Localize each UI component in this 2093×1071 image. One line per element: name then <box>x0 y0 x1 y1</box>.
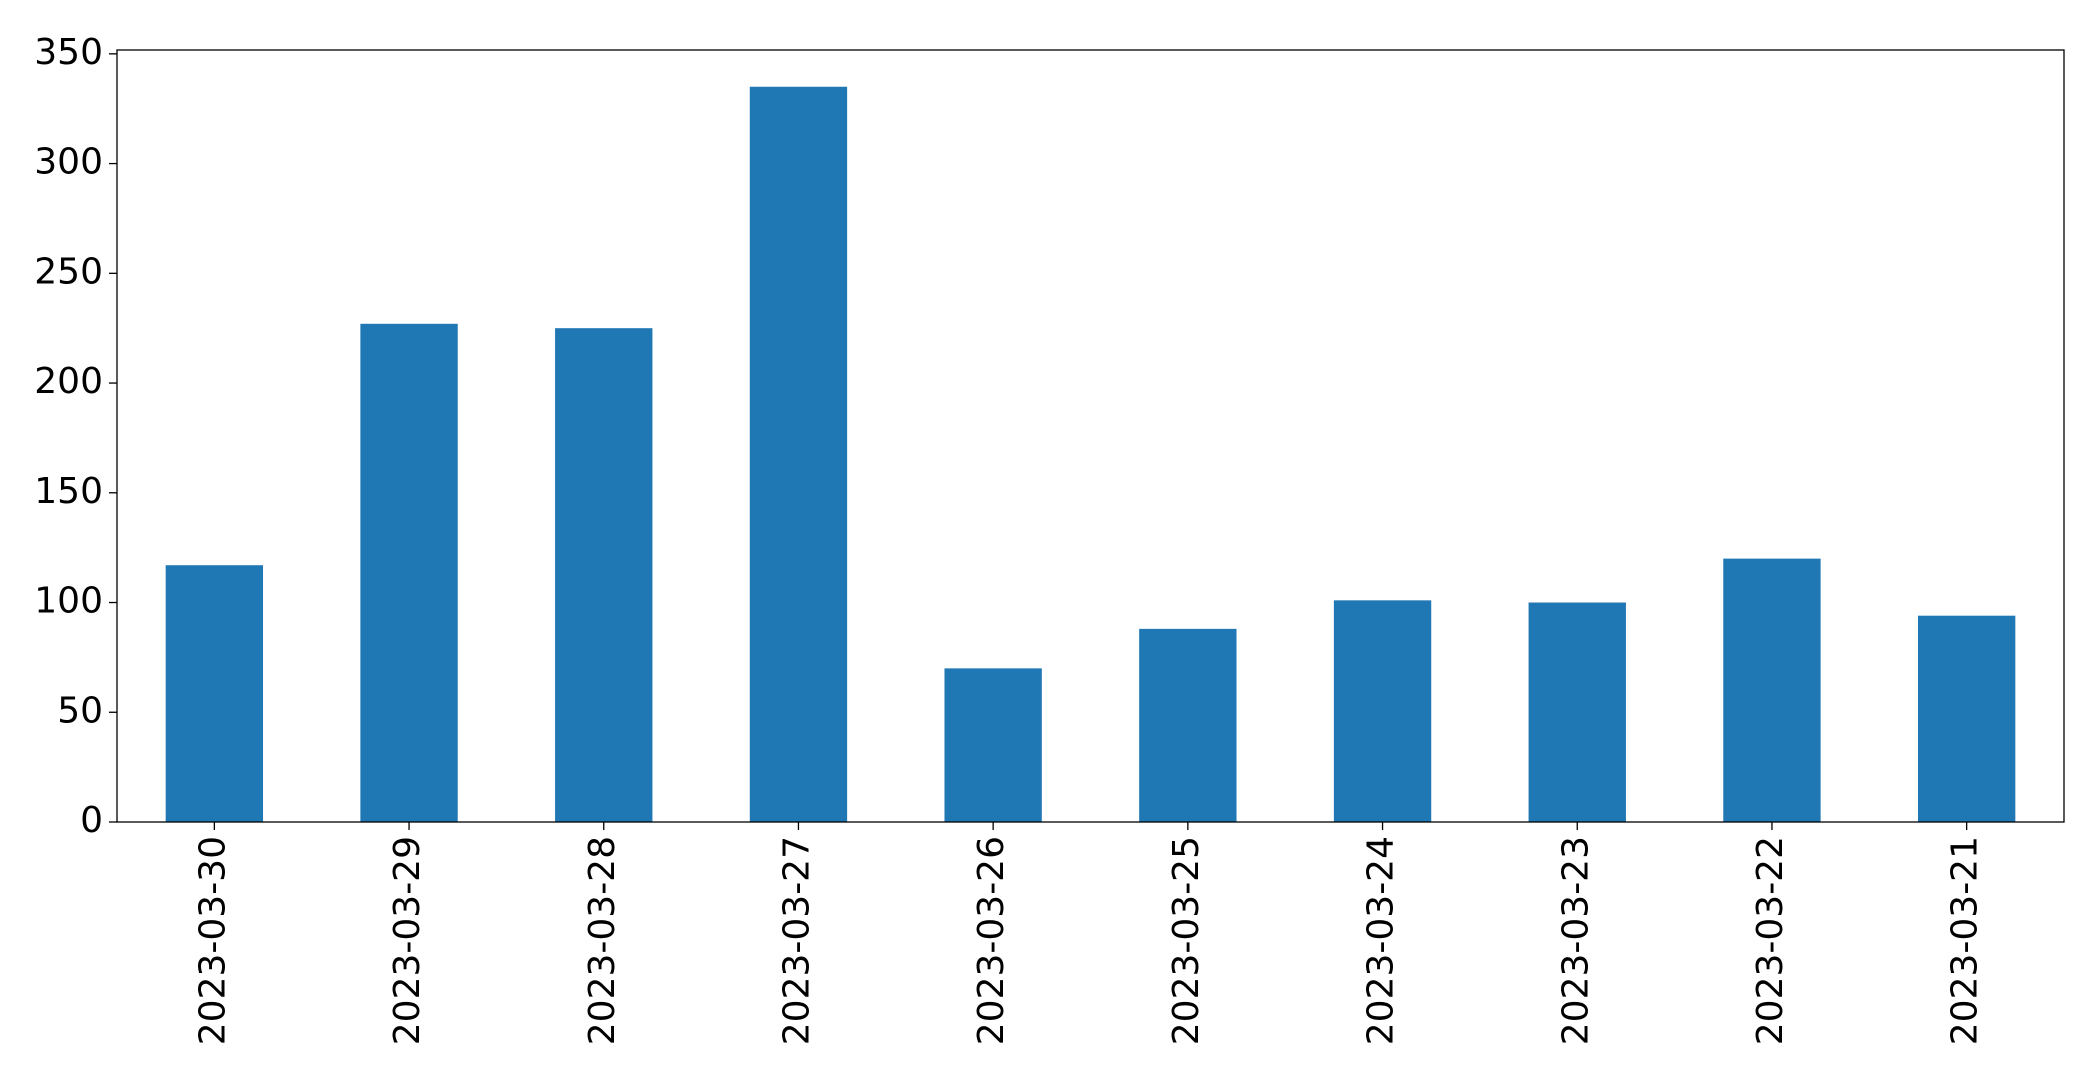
x-tick-label: 2023-03-23 <box>1555 836 1596 1045</box>
y-tick-label: 150 <box>34 471 103 512</box>
y-tick-label: 300 <box>34 142 103 183</box>
bar <box>1333 600 1432 822</box>
bar <box>1723 558 1821 822</box>
bar <box>1139 628 1237 822</box>
bar <box>1528 602 1626 822</box>
y-tick-label: 0 <box>80 800 103 841</box>
x-tick-label: 2023-03-22 <box>1750 836 1791 1045</box>
x-tick-label: 2023-03-25 <box>1166 836 1207 1045</box>
x-tick-label: 2023-03-29 <box>387 836 428 1045</box>
x-tick-label: 2023-03-28 <box>582 836 623 1045</box>
bar <box>944 668 1042 822</box>
x-tick-label: 2023-03-26 <box>971 836 1012 1045</box>
plot-frame <box>116 49 2065 823</box>
y-tick-label: 100 <box>34 581 103 622</box>
y-tick-label: 350 <box>34 32 103 73</box>
y-tick-label: 50 <box>57 690 103 731</box>
bar <box>165 565 264 822</box>
x-tick-label: 2023-03-24 <box>1361 836 1402 1045</box>
bar <box>749 86 848 822</box>
x-tick-label: 2023-03-30 <box>192 836 233 1045</box>
bar <box>360 323 458 822</box>
bar <box>1917 615 2016 822</box>
y-tick-label: 250 <box>34 251 103 292</box>
x-tick-label: 2023-03-27 <box>776 836 817 1045</box>
y-tick-label: 200 <box>34 361 103 402</box>
x-tick-label: 2023-03-21 <box>1945 836 1986 1045</box>
bar <box>555 328 653 822</box>
